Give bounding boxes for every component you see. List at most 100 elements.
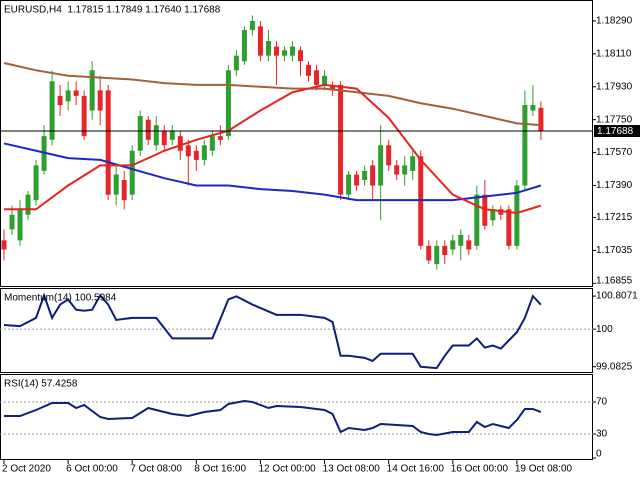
x-tick-label: 7 Oct 08:00 [130, 464, 182, 475]
candle-body [65, 90, 71, 102]
candle-body [201, 145, 207, 160]
panel-title: RSI(14) 57.4258 [4, 379, 78, 390]
y-tick-label: 100 [596, 324, 613, 335]
candle-body [354, 174, 360, 186]
candle-body [394, 165, 400, 175]
current-price-box [594, 125, 640, 138]
candle-body [362, 170, 368, 181]
panel-frame [0, 374, 593, 460]
candle-body [25, 194, 31, 215]
candle-body [386, 145, 392, 166]
candle-body [402, 165, 408, 175]
candle-body [458, 234, 464, 246]
candle-body [530, 105, 536, 111]
candle-body [145, 119, 151, 140]
y-tick-label: 1.17750 [596, 114, 633, 125]
candle-body [346, 174, 352, 195]
y-tick-label: 1.17570 [596, 147, 633, 158]
y-tick-label: 1.18110 [596, 48, 632, 59]
candle-body [121, 180, 127, 201]
candle-body [161, 130, 167, 146]
candle-body [113, 174, 119, 195]
candle-body [506, 209, 512, 246]
candle-body [9, 214, 15, 230]
candle-body [289, 46, 295, 56]
current-price-label: 1.17688 [597, 126, 634, 137]
y-tick-label: 1.17930 [596, 81, 633, 92]
y-tick-label: 1.18290 [596, 16, 633, 27]
x-tick-label: 13 Oct 08:00 [323, 464, 381, 475]
candle-body [370, 165, 376, 186]
y-tick-label: 100.8071 [596, 291, 638, 302]
candle-body [217, 136, 223, 140]
panel-frame [0, 288, 593, 373]
y-tick-label: 99.0825 [596, 361, 633, 372]
panel-title: EURUSD,H4 1.17815 1.17849 1.17640 1.1768… [4, 5, 221, 16]
candle-body [89, 70, 95, 111]
x-tick-label: 19 Oct 08:00 [515, 464, 573, 475]
candle-body [105, 90, 111, 195]
candle-body [522, 105, 528, 186]
candle-body [73, 90, 79, 96]
candle-body [273, 46, 279, 56]
x-tick-label: 12 Oct 00:00 [258, 464, 316, 475]
y-tick-label: 70 [596, 397, 608, 408]
y-tick-label: 1.17035 [596, 245, 633, 256]
candle-body [49, 81, 55, 140]
candle-body [185, 145, 191, 157]
candle-body [265, 41, 271, 56]
candle-body [129, 150, 135, 195]
candle-body [81, 95, 87, 137]
x-tick-label: 2 Oct 2020 [2, 464, 51, 475]
candle-body [434, 245, 440, 265]
candle-body [1, 240, 7, 250]
candle-body [322, 75, 328, 85]
y-tick-label: 1.16855 [596, 276, 633, 287]
candle-body [241, 30, 247, 62]
candle-body [257, 26, 263, 56]
candle-body [177, 136, 183, 151]
candle-body [233, 55, 239, 71]
candle-body [209, 136, 215, 151]
candle-body [225, 70, 231, 137]
candle-body [410, 156, 416, 171]
candle-body [490, 209, 496, 221]
candle-body [249, 20, 255, 31]
x-tick-label: 8 Oct 16:00 [194, 464, 246, 475]
candle-body [378, 145, 384, 186]
candle-body [514, 185, 520, 246]
candle-body [426, 245, 432, 261]
indicator-line [3, 292, 542, 370]
x-tick-label: 14 Oct 16:00 [387, 464, 445, 475]
candle-body [193, 150, 199, 160]
y-tick-label: 1.17390 [596, 180, 633, 191]
candle-body [442, 245, 448, 255]
candle-body [466, 240, 472, 250]
panel-title: Momentum(14) 100.5984 [4, 293, 117, 304]
x-tick-label: 16 Oct 00:00 [451, 464, 509, 475]
candle-body [314, 70, 320, 85]
moving-average [4, 83, 542, 214]
y-tick-label: 0 [596, 449, 602, 460]
moving-average [3, 142, 542, 202]
candle-body [281, 50, 287, 56]
candle-body [306, 64, 312, 76]
candle-body [474, 194, 480, 246]
candle-body [57, 95, 63, 106]
y-tick-label: 30 [596, 429, 608, 440]
candle-body [298, 50, 304, 62]
candle-body [330, 84, 336, 91]
candle-body [153, 125, 159, 146]
candle-body [33, 165, 39, 201]
candle-body [338, 84, 344, 195]
candle-body [17, 209, 23, 241]
candle-body [97, 90, 103, 111]
candle-body [538, 107, 544, 132]
candle-body [450, 240, 456, 250]
panel-frame [0, 0, 593, 287]
candle-body [169, 130, 175, 140]
x-tick-label: 6 Oct 00:00 [66, 464, 118, 475]
